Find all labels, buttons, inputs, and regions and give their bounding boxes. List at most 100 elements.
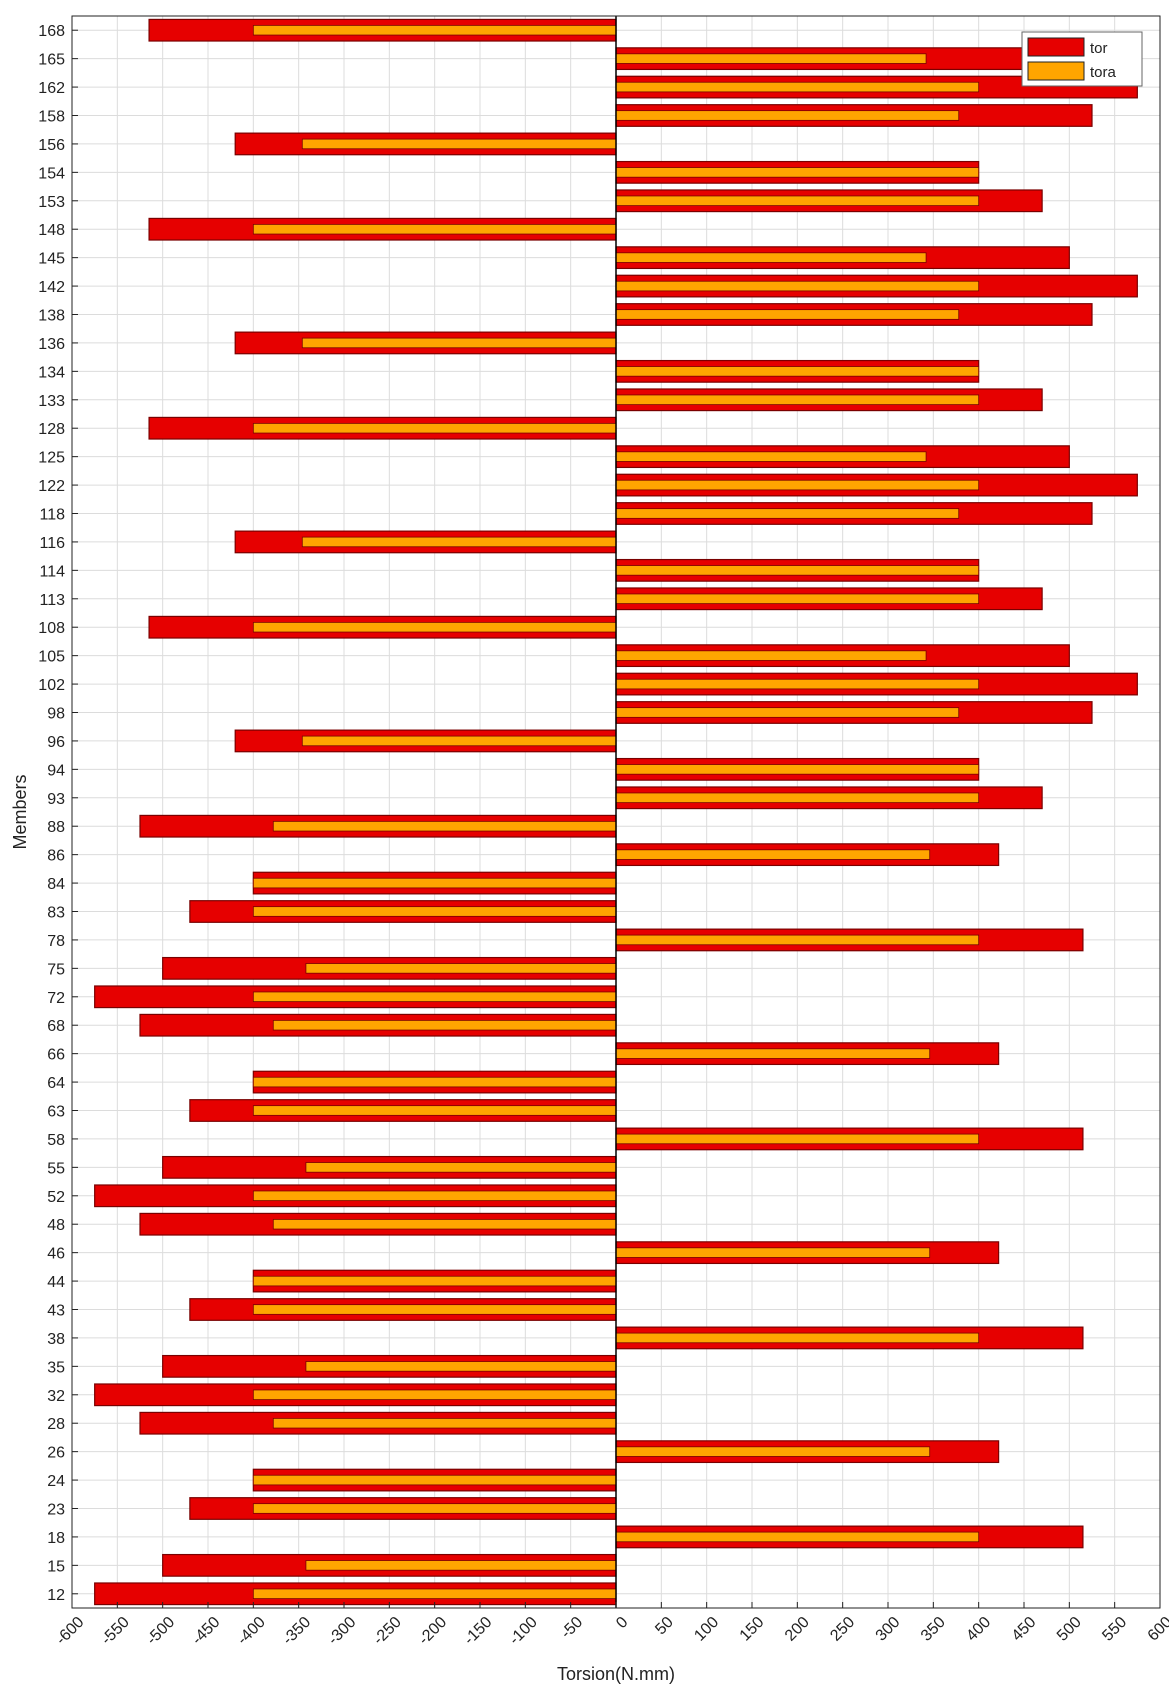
legend-label-tor: tor [1090,40,1108,57]
y-tick-label: 55 [47,1160,65,1177]
y-tick-label: 24 [47,1473,65,1490]
x-tick-label: -400 [234,1614,269,1649]
y-tick-label: 18 [47,1530,65,1547]
bar-tora-member-96 [301,735,617,747]
bar-tora-member-154 [615,167,980,178]
bar-tora-member-113 [615,593,980,605]
y-tick-label: 93 [47,791,65,808]
x-tick-label: -550 [98,1614,133,1649]
bar-tora-member-58 [615,1133,980,1145]
x-tick-labels: -600 -550 -500 -450 -400 -350 -300 -250 -200 -150… [53,1602,1169,1648]
bar-tora-member-32 [252,1389,617,1401]
bar-tora-member-94 [615,764,980,775]
bar-tora-member-128 [252,422,617,434]
y-tick-label: 118 [39,507,65,524]
y-tick-label: 38 [47,1331,65,1348]
y-tick-label: 145 [38,251,65,268]
bar-tora-member-88 [272,820,617,832]
y-tick-label: 46 [47,1246,65,1263]
y-tick-labels: 168 165 162 158 156 154 153 148 145 142 138 136 134 1… [38,23,78,1604]
x-tick-label: -600 [53,1614,88,1649]
x-tick-label: 450 [1009,1614,1040,1645]
bar-tora-member-75 [305,963,617,974]
bar-tora-member-35 [305,1361,617,1372]
bar-tora-member-84 [252,877,617,889]
y-tick-label: 105 [38,649,65,666]
y-tick-label: 134 [38,364,65,381]
x-tick-label: 500 [1054,1614,1085,1645]
x-tick-label: -300 [325,1614,360,1649]
bar-tora-member-148 [252,223,617,235]
bar-tora-member-43 [252,1304,617,1315]
y-tick-label: 68 [47,1018,65,1035]
legend: tor tora [1021,31,1143,87]
x-tick-label: -450 [189,1614,224,1649]
x-tick-label: 600 [1145,1614,1169,1645]
bar-tora-member-116 [301,536,617,548]
bar-tora-member-122 [615,479,980,491]
y-tick-label: 84 [47,876,65,893]
bar-tora-member-162 [615,81,980,93]
y-tick-label: 88 [47,819,65,836]
bar-tora-member-93 [615,792,980,804]
bar-tora-member-68 [272,1019,617,1031]
y-tick-label: 48 [47,1217,65,1234]
y-tick-label: 86 [47,848,65,865]
y-tick-label: 98 [47,706,65,723]
y-tick-label: 154 [38,165,65,182]
x-tick-label: 100 [691,1614,722,1645]
bar-tora-member-23 [252,1503,617,1514]
y-tick-label: 94 [47,762,65,779]
x-tick-label: 400 [963,1614,994,1645]
x-tick-label: 250 [827,1614,858,1645]
bar-tora-member-114 [615,565,980,576]
y-tick-label: 78 [47,933,65,950]
bar-tora-member-24 [252,1474,617,1486]
x-axis-title: Torsion(N.mm) [557,1664,675,1684]
y-tick-label: 158 [38,109,65,126]
y-tick-label: 63 [47,1104,65,1121]
y-axis-title: Members [10,774,30,849]
y-tick-label: 23 [47,1502,65,1519]
bar-tora-member-15 [305,1560,617,1571]
x-tick-label: 150 [737,1614,768,1645]
y-tick-label: 108 [38,620,65,637]
y-tick-label: 52 [47,1189,65,1206]
y-tick-label: 72 [47,990,65,1007]
bar-tora-member-153 [615,195,980,207]
y-tick-label: 136 [38,336,65,353]
bar-tora-member-158 [615,110,960,121]
bar-tora-member-118 [615,508,960,519]
y-tick-label: 43 [47,1303,65,1320]
bar-tora-member-165 [615,53,927,64]
bar-tora-member-142 [615,280,980,292]
x-tick-label: -150 [461,1614,496,1649]
bar-tora-member-28 [272,1417,617,1429]
y-tick-label: 114 [39,563,65,580]
y-tick-label: 75 [47,961,65,978]
bar-tora-member-98 [615,707,960,718]
y-tick-label: 148 [38,222,65,239]
x-tick-label: -500 [144,1614,179,1649]
bar-tora-member-52 [252,1190,617,1202]
bar-tora-member-44 [252,1275,617,1287]
bar-tora-member-102 [615,678,980,690]
y-tick-label: 133 [38,393,65,410]
bar-tora-member-86 [615,849,931,860]
y-tick-label: 102 [38,677,65,694]
y-tick-label: 156 [38,137,65,154]
x-tick-label: 0 [613,1614,631,1632]
y-tick-label: 113 [39,592,65,609]
legend-label-tora: tora [1090,64,1117,81]
y-tick-label: 125 [38,450,65,467]
bar-tora-member-125 [615,451,927,462]
x-tick-label: -50 [558,1614,586,1642]
bars [94,18,1138,1606]
x-tick-label: 300 [873,1614,904,1645]
bar-tora-member-18 [615,1531,980,1543]
legend-swatch-tor [1027,37,1085,57]
y-tick-label: 44 [47,1274,65,1291]
bar-tora-member-48 [272,1218,617,1230]
bar-tora-member-66 [615,1048,931,1059]
